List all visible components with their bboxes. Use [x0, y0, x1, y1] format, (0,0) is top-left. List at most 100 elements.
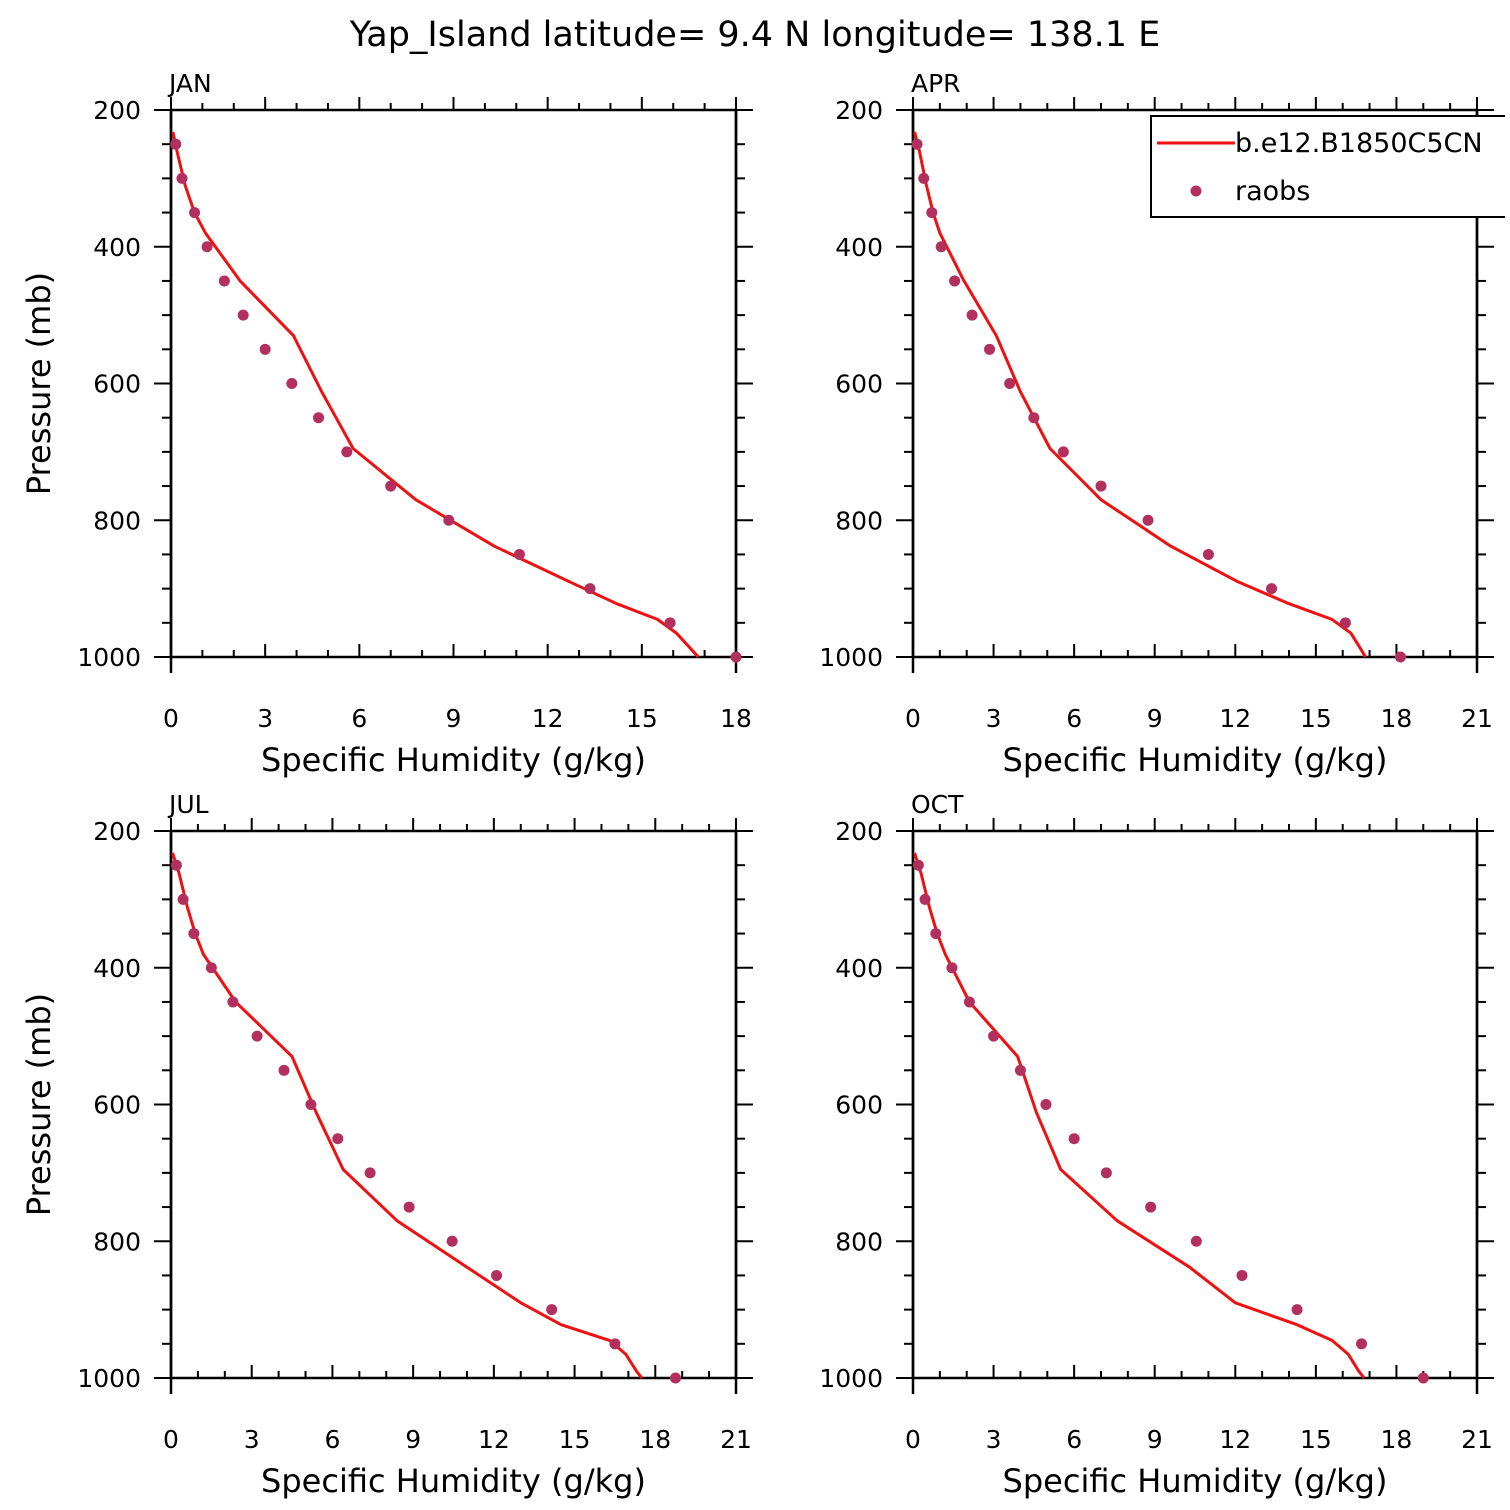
- y-tick-label: 400: [93, 954, 141, 983]
- legend: b.e12.B1850C5CN raobs: [1150, 115, 1505, 218]
- panel-apr: APR 0 3 6 9 12 15 18 21 200 400 600 800 1000 Specific …: [819, 69, 1494, 779]
- legend-marker-swatch: [1190, 185, 1202, 197]
- legend-entry-label: raobs: [1235, 176, 1310, 207]
- x-tick-label: 12: [1219, 704, 1251, 733]
- x-tick-label: 9: [1147, 1425, 1163, 1454]
- obs-point: [946, 962, 958, 974]
- obs-point: [332, 1133, 344, 1145]
- obs-point: [1014, 1064, 1026, 1076]
- x-tick-label: 6: [1066, 1425, 1082, 1454]
- x-tick-label: 3: [244, 1425, 260, 1454]
- x-tick-label: 3: [986, 1425, 1002, 1454]
- obs-point: [1100, 1167, 1112, 1179]
- obs-point: [403, 1201, 415, 1213]
- figure-title: Yap_Island latitude= 9.4 N longitude= 13…: [349, 15, 1161, 55]
- obs-point: [1145, 1201, 1157, 1213]
- x-tick-label: 12: [532, 704, 564, 733]
- series-line-model: [171, 852, 643, 1379]
- series-line-model: [913, 131, 1367, 658]
- obs-point: [188, 928, 200, 940]
- obs-point: [227, 996, 239, 1008]
- y-tick-label: 600: [93, 1091, 141, 1120]
- obs-point: [251, 1030, 263, 1042]
- x-axis-label: Specific Humidity (g/kg): [261, 741, 646, 779]
- panel-label: JUL: [167, 790, 209, 819]
- y-tick-label: 600: [835, 370, 883, 399]
- obs-point: [205, 962, 217, 974]
- obs-point: [259, 343, 271, 355]
- x-tick-label: 15: [559, 1425, 591, 1454]
- obs-point: [385, 480, 397, 492]
- panel-label: JAN: [167, 69, 212, 98]
- obs-point: [984, 343, 996, 355]
- obs-point: [1142, 514, 1154, 526]
- x-tick-label: 6: [324, 1425, 340, 1454]
- obs-point: [546, 1304, 558, 1316]
- x-axis-label: Specific Humidity (g/kg): [1003, 1462, 1388, 1500]
- y-tick-label: 200: [835, 96, 883, 125]
- x-tick-label: 21: [1461, 1425, 1493, 1454]
- plot-frame: [911, 829, 1479, 1380]
- obs-point: [1394, 651, 1406, 663]
- x-tick-label: 9: [1147, 704, 1163, 733]
- obs-point: [286, 378, 298, 389]
- obs-point: [1028, 412, 1040, 424]
- y-axis-label: Pressure (mb): [20, 993, 58, 1216]
- legend-box: [1150, 115, 1505, 218]
- panel-jul: JUL 0 3 6 9 12 15 18 21 200 400 600 800 1000 Specific …: [20, 790, 753, 1500]
- obs-point: [313, 412, 325, 424]
- obs-point: [584, 583, 596, 595]
- obs-point: [446, 1235, 458, 1247]
- obs-point: [919, 893, 931, 905]
- y-tick-label: 200: [93, 817, 141, 846]
- x-tick-label: 18: [1381, 704, 1413, 733]
- plot-frame: [169, 829, 738, 1380]
- y-tick-label: 800: [93, 1227, 141, 1256]
- y-tick-label: 400: [93, 233, 141, 262]
- obs-point: [988, 1030, 1000, 1042]
- obs-point: [170, 859, 182, 871]
- y-tick-label: 400: [835, 954, 883, 983]
- series-line-model: [913, 852, 1366, 1379]
- obs-point: [966, 309, 978, 321]
- obs-point: [963, 996, 975, 1008]
- obs-point: [364, 1167, 376, 1179]
- obs-point: [1266, 583, 1278, 595]
- obs-point: [935, 241, 947, 253]
- y-tick-label: 1000: [77, 1364, 141, 1393]
- x-tick-label: 0: [163, 1425, 179, 1454]
- obs-point: [669, 1372, 681, 1384]
- obs-point: [1202, 548, 1214, 560]
- x-tick-label: 3: [257, 704, 273, 733]
- x-tick-label: 0: [905, 704, 921, 733]
- panel-label: OCT: [911, 790, 964, 819]
- x-tick-label: 3: [986, 704, 1002, 733]
- y-tick-label: 200: [835, 817, 883, 846]
- y-tick-label: 400: [835, 233, 883, 262]
- obs-point: [443, 514, 455, 526]
- obs-point: [912, 859, 924, 871]
- obs-point: [730, 651, 742, 663]
- y-axis-label: Pressure (mb): [20, 272, 58, 495]
- obs-point: [1057, 446, 1069, 458]
- obs-point: [1339, 617, 1351, 629]
- obs-point: [664, 617, 676, 629]
- x-tick-label: 9: [446, 704, 462, 733]
- panel-label: APR: [911, 69, 961, 98]
- x-tick-label: 0: [163, 704, 179, 733]
- x-tick-label: 0: [905, 1425, 921, 1454]
- obs-point: [1004, 378, 1016, 389]
- obs-point: [926, 207, 938, 219]
- legend-entry-label: b.e12.B1850C5CN: [1235, 128, 1483, 159]
- x-axis-label: Specific Humidity (g/kg): [261, 1462, 646, 1500]
- plot-frame: [169, 108, 738, 659]
- x-tick-label: 15: [1300, 1425, 1332, 1454]
- obs-point: [1190, 1235, 1202, 1247]
- obs-point: [170, 138, 182, 150]
- obs-point: [1040, 1099, 1052, 1110]
- obs-point: [949, 275, 961, 287]
- obs-point: [189, 207, 201, 219]
- panel-jan: JAN 0 3 6 9 12 15 18 200 400 600 800 1000 Specific Hu…: [20, 69, 753, 779]
- obs-point: [911, 138, 923, 150]
